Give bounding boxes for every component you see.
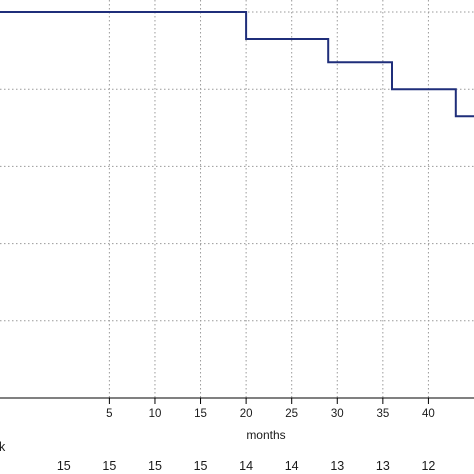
at-risk-count: 15 <box>102 459 116 473</box>
survival-curves <box>0 11 474 118</box>
x-axis-label: months <box>246 428 285 442</box>
x-tick-label: 35 <box>376 408 389 420</box>
x-tick-label: 25 <box>285 408 298 420</box>
at-risk-count: 15 <box>57 459 71 473</box>
survival-curve-1 <box>0 11 474 118</box>
at-risk-count: 13 <box>376 459 390 473</box>
at-risk-count: 15 <box>194 459 208 473</box>
x-tick-label: 10 <box>149 408 162 420</box>
at-risk-count: 13 <box>330 459 344 473</box>
grid-lines <box>0 0 474 398</box>
at-risk-count: 14 <box>285 459 299 473</box>
x-tick-label: 20 <box>240 408 253 420</box>
x-tick-label: 15 <box>194 408 207 420</box>
x-tick-label: 30 <box>331 408 344 420</box>
number-at-risk-row: 15 15 15 15 14 14 13 13 12 <box>57 459 436 473</box>
at-risk-count: 15 <box>148 459 162 473</box>
risk-legend-fragment: k <box>0 440 6 454</box>
at-risk-count: 14 <box>239 459 253 473</box>
at-risk-count: 12 <box>421 459 435 473</box>
x-tick-label: 40 <box>422 408 435 420</box>
x-axis-ticks: 5 10 15 20 25 30 35 40 <box>106 398 435 420</box>
x-tick-label: 5 <box>106 408 112 420</box>
